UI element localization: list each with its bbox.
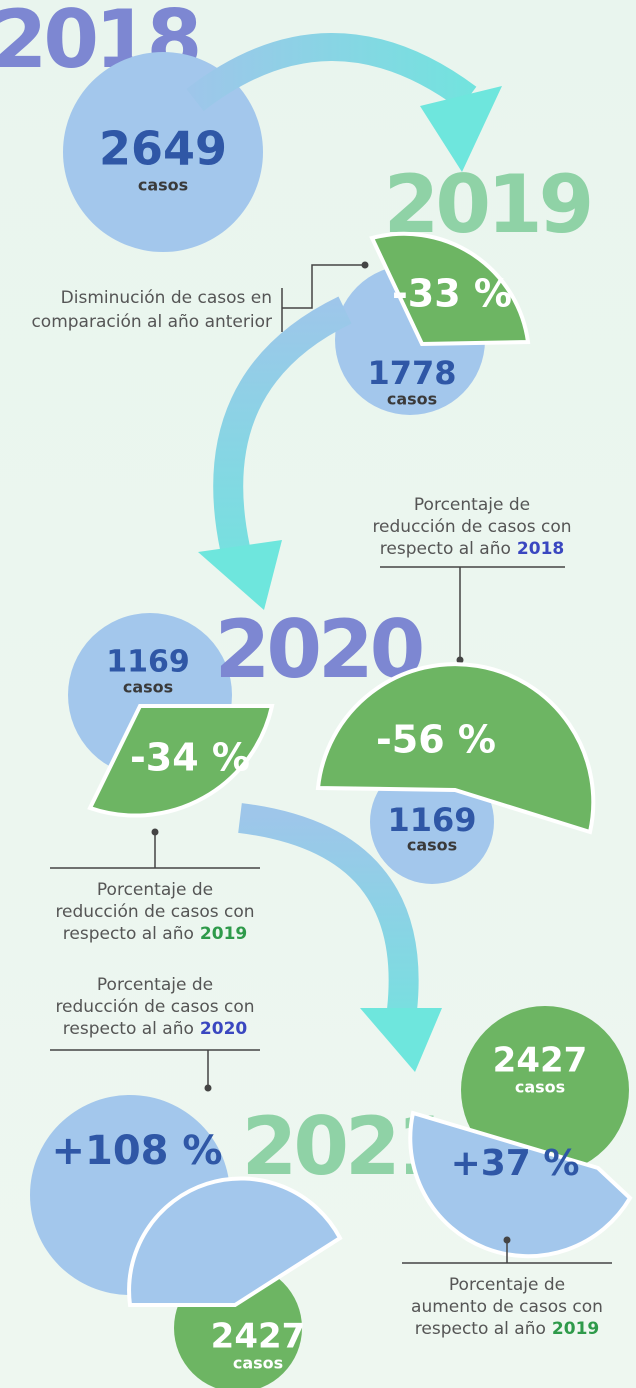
connector — [281, 264, 365, 332]
note: reducción de casos con — [55, 997, 254, 1017]
ref-year: 2019 — [552, 1319, 599, 1339]
dot — [151, 828, 159, 836]
note: Disminución de casos en — [61, 288, 272, 308]
note: comparación al año anterior — [31, 312, 272, 332]
note: reducción de casos con — [55, 902, 254, 922]
wedge — [369, 231, 531, 347]
arrow-head — [420, 86, 502, 172]
arrow-head — [198, 540, 282, 610]
unit: casos — [233, 1354, 283, 1373]
connector — [380, 566, 565, 660]
unit: casos — [123, 678, 173, 697]
note: respecto al año 2018 — [380, 539, 564, 559]
count: 1169 — [106, 645, 190, 680]
change: +108 % — [51, 1128, 222, 1174]
wedge — [87, 704, 275, 818]
ref-year: 2019 — [200, 924, 247, 944]
arrow — [213, 296, 352, 552]
note-text: respecto al año — [63, 1019, 194, 1039]
connector — [50, 832, 260, 869]
ref-year: 2018 — [517, 539, 564, 559]
arrow — [238, 803, 419, 1012]
wedge — [408, 1110, 633, 1259]
wedge — [315, 662, 596, 835]
count: 2427 — [493, 1041, 588, 1081]
unit: casos — [387, 390, 437, 409]
count: 1169 — [387, 801, 476, 839]
dot — [361, 261, 369, 269]
count: 2649 — [99, 122, 227, 176]
note: reducción de casos con — [372, 517, 571, 537]
unit: casos — [138, 176, 188, 195]
change: -34 % — [130, 736, 250, 780]
unit: casos — [407, 836, 457, 855]
note-text: respecto al año — [63, 924, 194, 944]
dot — [456, 656, 464, 664]
note: aumento de casos con — [411, 1297, 603, 1317]
connector — [402, 1240, 612, 1264]
dot — [204, 1084, 212, 1092]
change: -56 % — [376, 718, 496, 762]
count: 2427 — [211, 1317, 306, 1357]
note: Porcentaje de — [414, 495, 530, 515]
wedge — [127, 1176, 343, 1307]
note: respecto al año 2019 — [63, 924, 247, 944]
note-text: respecto al año — [380, 539, 511, 559]
dot — [503, 1236, 511, 1244]
note-text: respecto al año — [415, 1319, 546, 1339]
note: respecto al año 2019 — [415, 1319, 599, 1339]
arrow — [186, 33, 477, 112]
change: -33 % — [392, 272, 512, 316]
arrow-head — [360, 1008, 442, 1072]
note: Porcentaje de — [97, 975, 213, 995]
connector — [50, 1049, 260, 1088]
note: Porcentaje de — [97, 880, 213, 900]
ref-year: 2020 — [200, 1019, 247, 1039]
note: Porcentaje de — [449, 1275, 565, 1295]
count: 1778 — [367, 354, 456, 392]
circle — [461, 1006, 629, 1174]
change: +37 % — [451, 1143, 580, 1184]
note: respecto al año 2020 — [63, 1019, 248, 1039]
unit: casos — [515, 1078, 565, 1097]
